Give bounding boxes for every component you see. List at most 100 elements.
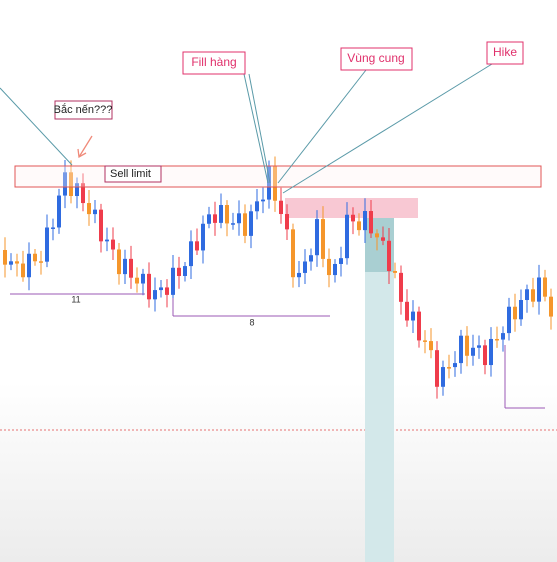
candle-body — [237, 213, 241, 224]
candle-body — [417, 311, 421, 341]
candle-body — [177, 267, 181, 276]
candle-body — [411, 311, 415, 321]
candle-body — [441, 367, 445, 387]
candle-body — [9, 261, 13, 265]
candle-body — [171, 267, 175, 295]
count-label: 11 — [71, 294, 80, 304]
wick-box — [54, 100, 113, 120]
arrow — [78, 135, 93, 158]
candle-body — [471, 347, 475, 356]
zone-label: Vùng cung — [347, 51, 404, 65]
candle-body — [213, 214, 217, 223]
range-lines — [10, 293, 545, 409]
candle-body — [519, 300, 523, 320]
candle-body — [423, 340, 427, 342]
candle-body — [129, 258, 133, 278]
candle-body — [543, 277, 547, 297]
candle-body — [459, 335, 463, 364]
callout-line — [277, 69, 367, 184]
candle-body — [111, 239, 115, 250]
candle-body — [435, 350, 439, 387]
candle-body — [495, 338, 499, 341]
candle-body — [501, 333, 505, 340]
candle-body — [453, 363, 457, 368]
candle-body — [231, 223, 235, 225]
candle-body — [477, 345, 481, 348]
supply-zone — [285, 198, 418, 218]
candle-body — [45, 227, 49, 262]
candle-body — [531, 289, 535, 302]
candle-body — [183, 266, 187, 276]
candle-body — [333, 263, 337, 276]
candle-body — [51, 227, 55, 229]
candle-body — [3, 250, 7, 265]
candle-body — [267, 166, 271, 200]
candle-body — [303, 261, 307, 273]
candle-body — [195, 241, 199, 251]
sell-limit-box — [14, 165, 542, 188]
candle-body — [525, 289, 529, 301]
count-label: 8 — [249, 317, 254, 327]
candle-body — [387, 240, 391, 271]
candle-body — [201, 223, 205, 251]
candle-body — [141, 273, 145, 284]
candle-body — [309, 255, 313, 262]
candle-body — [363, 211, 367, 231]
arrow-head — [77, 148, 87, 159]
candle-body — [123, 258, 127, 275]
candle-body — [39, 261, 43, 263]
candle-body — [261, 199, 265, 202]
candle-body — [189, 241, 193, 267]
candle-body — [357, 221, 361, 231]
candle-body — [315, 219, 319, 256]
callout-line — [282, 63, 493, 194]
candle-body — [339, 258, 343, 264]
candle-body — [63, 172, 67, 196]
callout-line — [243, 73, 269, 184]
hike-label: Hike — [493, 45, 517, 59]
candle-body — [393, 270, 397, 273]
candle-body — [27, 253, 31, 278]
candle-body — [117, 249, 121, 275]
candle-body — [285, 214, 289, 230]
candle-body — [249, 211, 253, 236]
candle-body — [273, 166, 277, 201]
candle-body — [327, 258, 331, 276]
candle-body — [291, 229, 295, 278]
callout-line — [0, 87, 73, 166]
candles — [3, 156, 553, 399]
candle-body — [219, 205, 223, 223]
candle-body — [147, 273, 151, 300]
candle-body — [489, 338, 493, 366]
candle-body — [15, 261, 19, 264]
sell-limit-tag — [104, 165, 162, 183]
candle-body — [243, 213, 247, 236]
candle-body — [513, 306, 517, 320]
candle-body — [255, 201, 259, 212]
candle-body — [537, 277, 541, 302]
zone-box — [340, 47, 413, 71]
candle-body — [447, 367, 451, 369]
candle-body — [279, 200, 283, 215]
candle-body — [99, 209, 103, 242]
candle-body — [135, 277, 139, 284]
fill-label: Fill hàng — [191, 55, 236, 69]
candle-body — [81, 183, 85, 204]
candle-body — [297, 272, 301, 278]
candle-body — [399, 272, 403, 302]
candle-body — [381, 237, 385, 241]
candle-body — [369, 211, 373, 234]
candle-body — [483, 345, 487, 366]
hike-box — [486, 41, 524, 65]
candle-body — [549, 296, 553, 317]
candle-body — [165, 287, 169, 295]
candle-body — [507, 306, 511, 334]
callout-line — [248, 73, 271, 184]
candle-body — [105, 239, 109, 242]
candle-body — [33, 253, 37, 262]
candle-body — [375, 233, 379, 238]
candle-body — [405, 301, 409, 321]
candle-body — [69, 172, 73, 197]
